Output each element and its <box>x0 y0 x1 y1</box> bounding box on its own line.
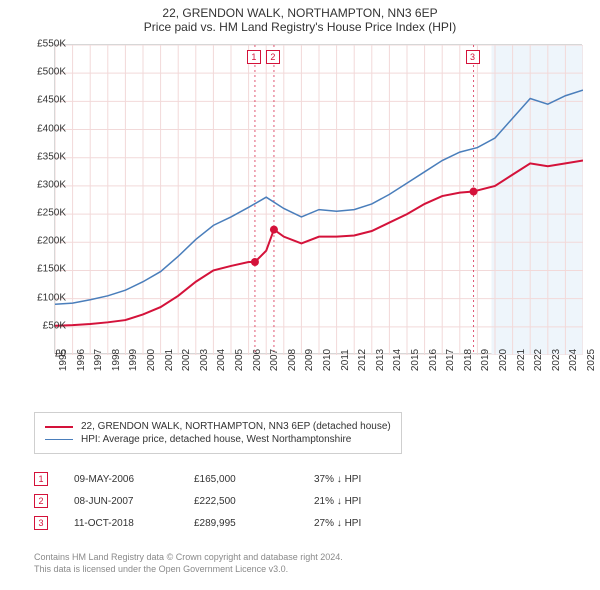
y-tick-label: £150K <box>37 264 66 275</box>
chart-area <box>54 44 582 354</box>
y-tick-label: £500K <box>37 67 66 78</box>
x-tick-label: 2011 <box>340 349 351 371</box>
x-tick-label: 2015 <box>410 349 421 371</box>
legend-swatch-property <box>45 426 73 428</box>
y-tick-label: £250K <box>37 208 66 219</box>
x-tick-label: 2006 <box>252 349 263 371</box>
x-tick-label: 2013 <box>375 349 386 371</box>
sale-events: 1 09-MAY-2006£165,00037% ↓ HPI 2 08-JUN-200… <box>34 464 414 538</box>
event-row: 1 09-MAY-2006£165,00037% ↓ HPI <box>34 472 414 486</box>
legend-label-hpi: HPI: Average price, detached house, West… <box>81 434 351 445</box>
x-tick-label: 2021 <box>516 349 527 371</box>
chart-container: 22, GRENDON WALK, NORTHAMPTON, NN3 6EP P… <box>0 0 600 590</box>
legend-row-property: 22, GRENDON WALK, NORTHAMPTON, NN3 6EP (… <box>45 421 391 432</box>
title-line-1: 22, GRENDON WALK, NORTHAMPTON, NN3 6EP <box>0 6 600 20</box>
legend-label-property: 22, GRENDON WALK, NORTHAMPTON, NN3 6EP (… <box>81 421 391 432</box>
x-tick-label: 2023 <box>551 349 562 371</box>
legend-row-hpi: HPI: Average price, detached house, West… <box>45 434 391 445</box>
y-tick-label: £350K <box>37 151 66 162</box>
x-tick-label: 1996 <box>76 349 87 371</box>
y-tick-label: £50K <box>43 320 66 331</box>
x-tick-label: 2012 <box>357 349 368 371</box>
y-tick-label: £300K <box>37 179 66 190</box>
event-price: £165,000 <box>194 474 314 485</box>
y-tick-label: £450K <box>37 95 66 106</box>
x-tick-label: 2000 <box>146 349 157 371</box>
event-row: 3 11-OCT-2018£289,99527% ↓ HPI <box>34 516 414 530</box>
x-tick-label: 1999 <box>128 349 139 371</box>
event-number-box: 3 <box>34 516 48 530</box>
x-tick-label: 2010 <box>322 349 333 371</box>
x-tick-label: 2025 <box>586 349 597 371</box>
x-tick-label: 2003 <box>199 349 210 371</box>
sale-marker-box: 1 <box>247 50 261 64</box>
x-tick-label: 2017 <box>445 349 456 371</box>
event-number-box: 2 <box>34 494 48 508</box>
sale-marker-box: 2 <box>266 50 280 64</box>
x-tick-label: 1995 <box>58 349 69 371</box>
x-tick-label: 2005 <box>234 349 245 371</box>
event-date: 09-MAY-2006 <box>74 474 194 485</box>
plot-area <box>54 44 582 354</box>
y-tick-label: £550K <box>37 39 66 50</box>
footer-line-2: This data is licensed under the Open Gov… <box>34 564 343 576</box>
x-tick-label: 2016 <box>428 349 439 371</box>
x-tick-label: 2009 <box>304 349 315 371</box>
event-pct: 21% ↓ HPI <box>314 496 414 507</box>
x-tick-label: 2014 <box>392 349 403 371</box>
legend-swatch-hpi <box>45 439 73 440</box>
x-tick-label: 2007 <box>269 349 280 371</box>
x-tick-label: 2004 <box>216 349 227 371</box>
event-date: 11-OCT-2018 <box>74 518 194 529</box>
event-pct: 37% ↓ HPI <box>314 474 414 485</box>
x-tick-label: 2024 <box>568 349 579 371</box>
event-row: 2 08-JUN-2007£222,50021% ↓ HPI <box>34 494 414 508</box>
x-tick-label: 2002 <box>181 349 192 371</box>
y-tick-label: £200K <box>37 236 66 247</box>
footer-line-1: Contains HM Land Registry data © Crown c… <box>34 552 343 564</box>
x-tick-label: 1998 <box>111 349 122 371</box>
event-pct: 27% ↓ HPI <box>314 518 414 529</box>
title-block: 22, GRENDON WALK, NORTHAMPTON, NN3 6EP P… <box>0 0 600 34</box>
x-tick-label: 2001 <box>164 349 175 371</box>
x-tick-label: 1997 <box>93 349 104 371</box>
event-number-box: 1 <box>34 472 48 486</box>
chart-svg <box>55 45 583 355</box>
footer: Contains HM Land Registry data © Crown c… <box>34 552 343 575</box>
x-tick-label: 2022 <box>533 349 544 371</box>
y-tick-label: £400K <box>37 123 66 134</box>
y-tick-label: £100K <box>37 292 66 303</box>
event-price: £289,995 <box>194 518 314 529</box>
x-tick-label: 2008 <box>287 349 298 371</box>
legend: 22, GRENDON WALK, NORTHAMPTON, NN3 6EP (… <box>34 412 402 454</box>
event-price: £222,500 <box>194 496 314 507</box>
x-tick-label: 2018 <box>463 349 474 371</box>
sale-marker-box: 3 <box>466 50 480 64</box>
event-date: 08-JUN-2007 <box>74 496 194 507</box>
x-tick-label: 2020 <box>498 349 509 371</box>
title-line-2: Price paid vs. HM Land Registry's House … <box>0 20 600 34</box>
x-tick-label: 2019 <box>480 349 491 371</box>
